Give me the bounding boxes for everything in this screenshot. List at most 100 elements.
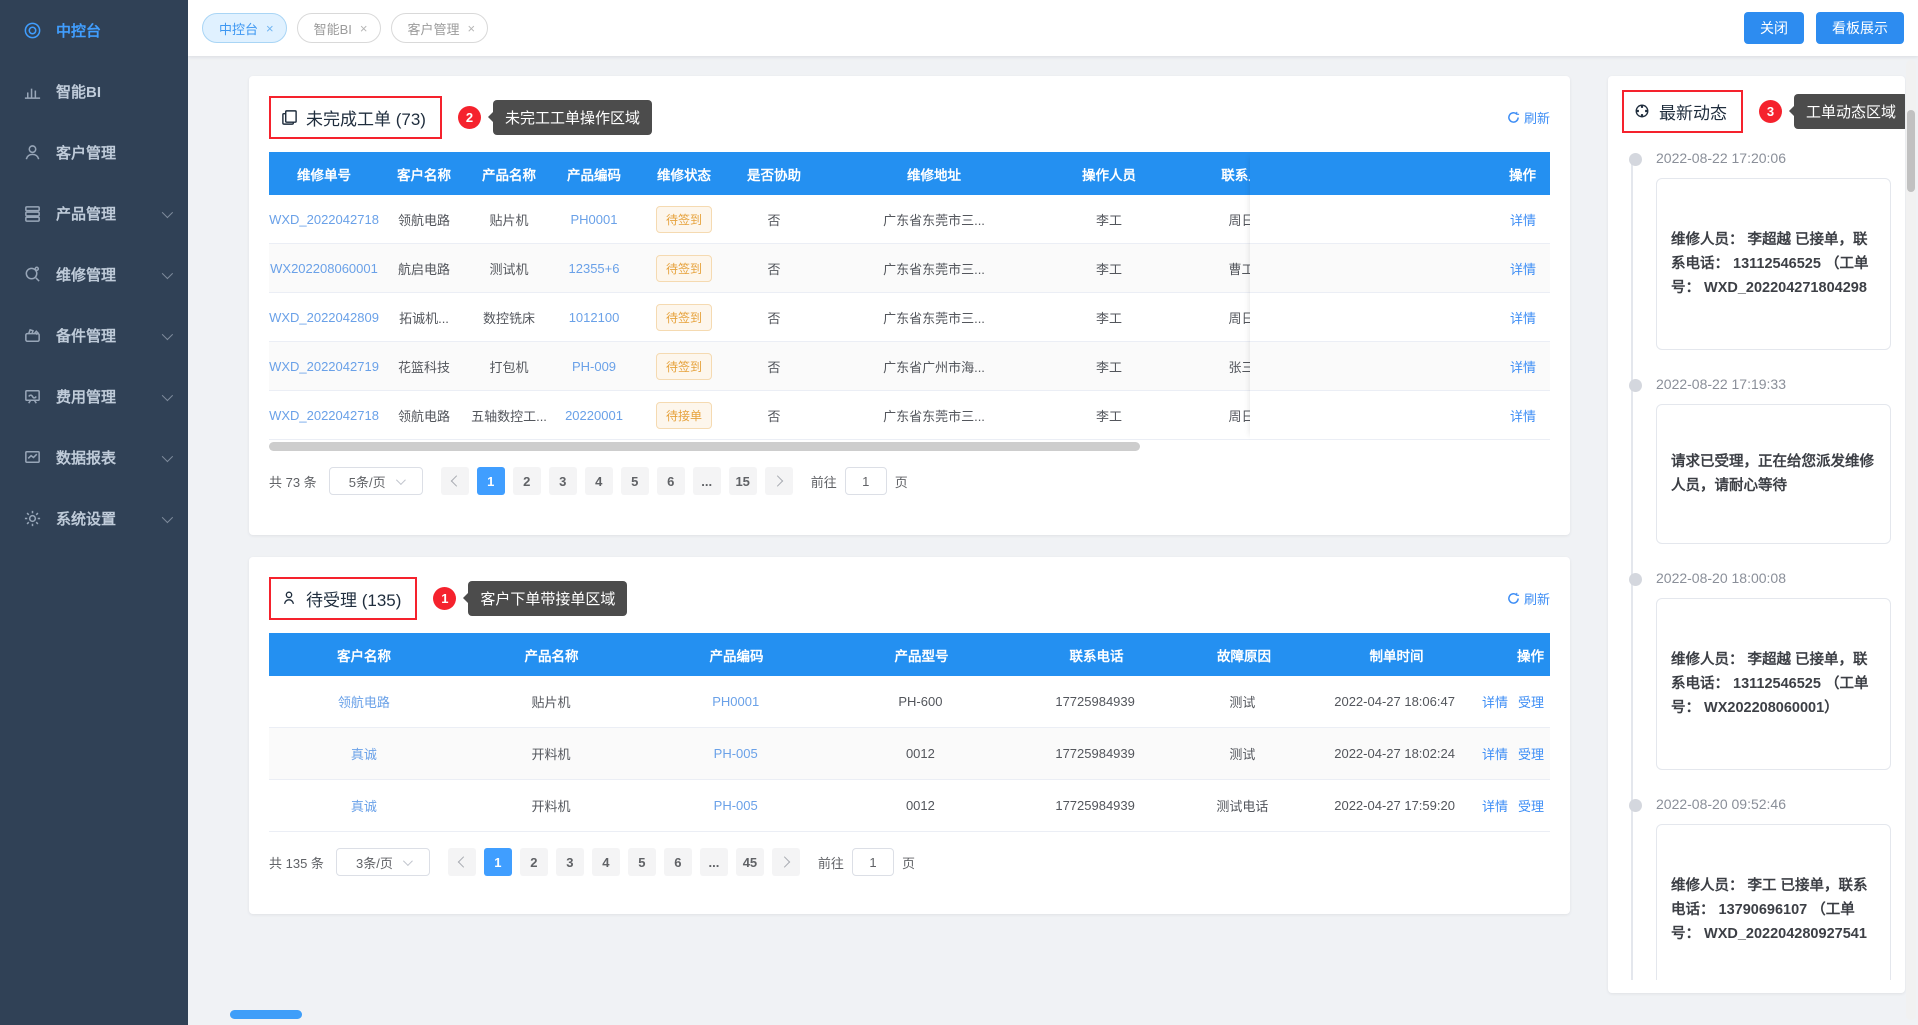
- timeline-line: [1631, 164, 1633, 980]
- order-no-link[interactable]: WXD_2022042718: [269, 407, 379, 423]
- col-header: 客户名称: [337, 648, 391, 664]
- detail-link[interactable]: 详情: [1481, 695, 1508, 710]
- wrench-search-icon: [22, 265, 42, 285]
- sidebar-item-costs[interactable]: 费用管理: [0, 366, 188, 427]
- refresh-button-unfinished[interactable]: 刷新: [1507, 108, 1550, 127]
- hscrollbar-thumb[interactable]: [269, 442, 1141, 451]
- refresh-button-pending[interactable]: 刷新: [1507, 589, 1550, 608]
- close-icon[interactable]: ×: [266, 20, 274, 36]
- cell-operator: 李工: [1095, 212, 1122, 228]
- page-button-15[interactable]: 15: [728, 467, 757, 495]
- page-button-3[interactable]: 3: [555, 848, 584, 876]
- page-button-45[interactable]: 45: [735, 848, 764, 876]
- product-code-link[interactable]: PH0001: [570, 211, 618, 227]
- goto-page-input[interactable]: [851, 848, 894, 876]
- customer-link[interactable]: 真诚: [350, 747, 377, 762]
- page-button-6[interactable]: 6: [663, 848, 692, 876]
- sidebar-item-reports[interactable]: 数据报表: [0, 427, 188, 488]
- page-size-select[interactable]: 3条/页: [335, 848, 430, 876]
- activity-timestamp: 2022-08-20 09:52:46: [1656, 796, 1786, 812]
- page-button-4[interactable]: 4: [584, 467, 613, 495]
- annotation-badge-1: 1: [433, 586, 457, 610]
- activity-message-card: 维修人员： 李超越 已接单，联系电话： 13112546525 （工单号： WX…: [1656, 598, 1891, 770]
- prev-page-button[interactable]: [447, 848, 476, 876]
- cell-status: 待签到: [639, 205, 729, 233]
- page-button-5[interactable]: 5: [620, 467, 649, 495]
- page-button-1[interactable]: 1: [483, 848, 512, 876]
- next-page-button[interactable]: [764, 467, 793, 495]
- fixed-action-column: 操作 详情 详情 详情 详情 详情: [1250, 152, 1550, 440]
- product-code-link[interactable]: PH-009: [571, 358, 617, 374]
- table-header-row: 客户名称 产品名称 产品编码 产品型号 联系电话 故障原因 制单时间 操作: [269, 633, 1550, 676]
- page-button-2[interactable]: 2: [519, 848, 548, 876]
- page-button-1[interactable]: 1: [476, 467, 505, 495]
- close-icon[interactable]: ×: [467, 20, 476, 36]
- gear-icon: [22, 509, 42, 529]
- page-button-2[interactable]: 2: [512, 467, 541, 495]
- detail-link[interactable]: 详情: [1481, 799, 1508, 814]
- page-ellipsis[interactable]: ...: [699, 848, 728, 876]
- detail-link[interactable]: 详情: [1509, 359, 1536, 375]
- page-ellipsis[interactable]: ...: [692, 467, 721, 495]
- cell-phone: 17725984939: [1055, 694, 1135, 709]
- cell-contact: 周日: [1228, 212, 1255, 228]
- page-button-5[interactable]: 5: [627, 848, 656, 876]
- detail-link[interactable]: 详情: [1509, 261, 1536, 277]
- sidebar-item-bi[interactable]: 智能BI: [0, 61, 188, 122]
- product-code-link[interactable]: PH0001: [712, 694, 760, 709]
- sidebar-item-repairs[interactable]: 维修管理: [0, 244, 188, 305]
- tab-bi[interactable]: 智能BI ×: [296, 13, 381, 43]
- sidebar-item-customers[interactable]: 客户管理: [0, 122, 188, 183]
- tab-customers[interactable]: 客户管理 ×: [390, 13, 489, 43]
- product-code-link[interactable]: 1012100: [568, 309, 620, 325]
- cell-contact: 周日: [1228, 408, 1255, 424]
- order-no-link[interactable]: WX202208060001: [270, 260, 378, 276]
- sidebar-item-settings[interactable]: 系统设置: [0, 488, 188, 549]
- page-button-3[interactable]: 3: [548, 467, 577, 495]
- sidebar-item-spares[interactable]: 备件管理: [0, 305, 188, 366]
- order-no-link[interactable]: WXD_2022042718: [269, 211, 379, 227]
- product-code-link[interactable]: PH-005: [713, 798, 758, 813]
- order-no-link[interactable]: WXD_2022042809: [269, 309, 379, 325]
- page-button-4[interactable]: 4: [591, 848, 620, 876]
- order-no-link[interactable]: WXD_2022042719: [269, 358, 379, 374]
- close-button[interactable]: 关闭: [1744, 12, 1804, 44]
- next-page-button[interactable]: [771, 848, 800, 876]
- sidebar-item-console[interactable]: 中控台: [0, 0, 188, 61]
- status-badge: 待签到: [655, 303, 712, 331]
- accept-link[interactable]: 受理: [1517, 799, 1544, 814]
- detail-link[interactable]: 详情: [1481, 747, 1508, 762]
- section-title-pending: 待受理 (135): [306, 590, 402, 610]
- page-horizontal-scrollbar-thumb[interactable]: [230, 1010, 302, 1019]
- detail-link[interactable]: 详情: [1509, 310, 1536, 326]
- product-code-link[interactable]: PH-005: [713, 746, 758, 761]
- accept-link[interactable]: 受理: [1517, 747, 1544, 762]
- goto-page-input[interactable]: [844, 467, 887, 495]
- col-header: 产品编码: [567, 167, 621, 183]
- cell-product: 测试机: [489, 261, 529, 277]
- sidebar-item-label: 系统设置: [56, 511, 117, 528]
- cell-assist: 否: [767, 310, 781, 326]
- close-icon[interactable]: ×: [359, 20, 368, 36]
- status-badge: 待签到: [655, 352, 712, 380]
- page-size-select[interactable]: 5条/页: [328, 467, 423, 495]
- row-actions: 详情 受理: [1482, 692, 1550, 711]
- detail-link[interactable]: 详情: [1509, 212, 1536, 228]
- detail-link[interactable]: 详情: [1509, 408, 1536, 424]
- vscrollbar-thumb[interactable]: [1907, 110, 1915, 192]
- board-icon: [22, 387, 42, 407]
- product-code-link[interactable]: 12355+6: [568, 260, 620, 276]
- row-actions: 详情: [1250, 293, 1550, 342]
- chevron-down-icon: [402, 855, 413, 866]
- board-display-button[interactable]: 看板展示: [1816, 12, 1904, 44]
- product-code-link[interactable]: 20220001: [565, 407, 623, 423]
- accept-link[interactable]: 受理: [1517, 695, 1544, 710]
- sidebar-item-products[interactable]: 产品管理: [0, 183, 188, 244]
- cell-contact: 周日: [1228, 310, 1255, 326]
- topbar: 中控台 × 智能BI × 客户管理 × 关闭 看板展示: [188, 0, 1918, 56]
- page-button-6[interactable]: 6: [656, 467, 685, 495]
- customer-link[interactable]: 领航电路: [337, 695, 390, 710]
- customer-link[interactable]: 真诚: [350, 799, 377, 814]
- prev-page-button[interactable]: [440, 467, 469, 495]
- tab-console[interactable]: 中控台 ×: [202, 13, 287, 43]
